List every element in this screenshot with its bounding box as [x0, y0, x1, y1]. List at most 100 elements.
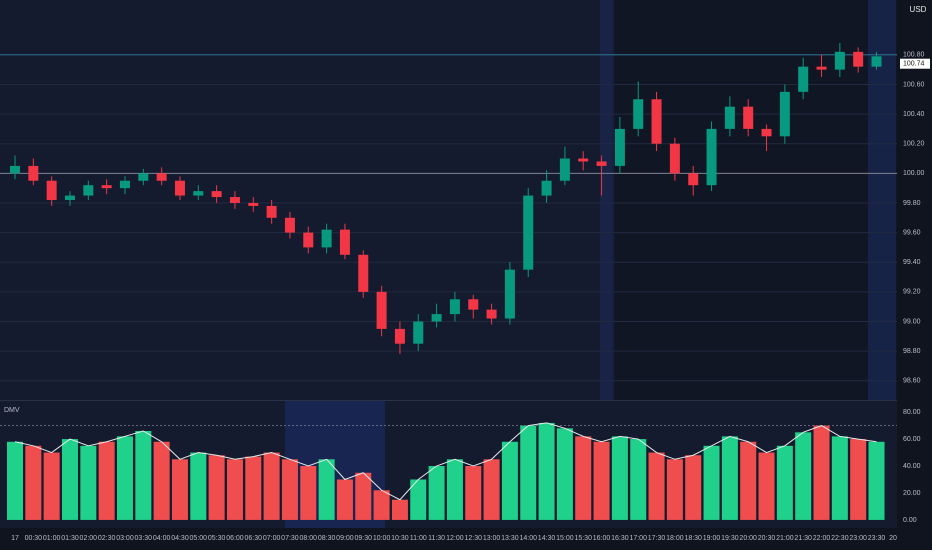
x-end-label: 20: [889, 535, 897, 542]
indicator-bar: [336, 479, 353, 520]
candle-body: [46, 180, 57, 200]
y-tick-label: 100.20: [903, 141, 925, 148]
indicator-bar: [575, 436, 592, 520]
x-tick-label: 04:30: [171, 535, 189, 542]
x-tick-label: 15:00: [556, 535, 574, 542]
x-tick-label: 13:30: [501, 535, 519, 542]
indicator-bar: [300, 466, 317, 520]
x-tick-label: 19:30: [721, 535, 739, 542]
x-tick-label: 06:30: [245, 535, 263, 542]
x-tick-label: 14:30: [538, 535, 556, 542]
y-tick-label: 100.80: [903, 52, 925, 59]
indicator-bar: [226, 459, 243, 520]
indicator-bar: [776, 445, 793, 520]
candle-body: [614, 128, 625, 166]
last-price-label: 100.74: [903, 61, 925, 68]
candle-body: [578, 158, 589, 162]
indicator-bar: [208, 455, 225, 520]
indicator-bar: [135, 430, 152, 520]
x-tick-label: 08:00: [300, 535, 318, 542]
candle-body: [761, 128, 772, 137]
indicator-bar: [721, 436, 738, 520]
session-shade: [612, 0, 897, 400]
candle-body: [193, 191, 204, 196]
candle-body: [266, 205, 277, 218]
candle-body: [248, 202, 259, 206]
indicator-bar: [43, 452, 60, 520]
candle-body: [156, 173, 167, 181]
pane-divider: [0, 400, 897, 401]
candle-body: [596, 161, 607, 166]
x-tick-label: 05:30: [208, 535, 226, 542]
indicator-bar: [318, 459, 335, 520]
indicator-bar: [630, 439, 647, 520]
candle-body: [504, 269, 515, 319]
candle-body: [284, 217, 295, 233]
y-tick-label: 99.00: [903, 318, 921, 325]
indicator-bar: [80, 445, 97, 520]
indicator-bar: [758, 452, 775, 520]
x-tick-label: 07:30: [281, 535, 299, 542]
candle-body: [83, 185, 94, 196]
x-tick-label: 12:00: [446, 535, 464, 542]
price-axis: [897, 0, 932, 550]
indicator-bar: [245, 456, 262, 520]
indicator-bar: [666, 459, 683, 520]
x-tick-label: 22:00: [813, 535, 831, 542]
candle-body: [724, 106, 735, 129]
x-tick-label: 00:30: [25, 535, 43, 542]
indicator-bar: [593, 441, 610, 520]
y-tick-label: 100.40: [903, 111, 925, 118]
candle-body: [211, 191, 222, 198]
x-tick-label: 20:00: [739, 535, 757, 542]
indicator-bar: [428, 466, 445, 520]
candle-body: [669, 143, 680, 174]
indicator-outline: [14, 422, 877, 501]
y-tick-label: 60.00: [903, 436, 921, 443]
x-tick-label: 10:30: [391, 535, 409, 542]
x-tick-label: 18:30: [684, 535, 702, 542]
candle-body: [523, 195, 534, 270]
y-tick-label: 0.00: [903, 517, 917, 524]
x-tick-label: 09:30: [355, 535, 373, 542]
y-tick-label: 100.60: [903, 81, 925, 88]
indicator-bar: [7, 441, 23, 520]
candle-body: [10, 165, 20, 174]
currency: USD: [910, 5, 927, 14]
y-tick-label: 99.20: [903, 289, 921, 296]
indicator-bar: [648, 452, 665, 520]
indicator-title: DMV: [4, 407, 20, 414]
candle-body: [64, 195, 75, 200]
candle-body: [798, 66, 809, 92]
x-tick-label: 01:00: [43, 535, 61, 542]
x-tick-label: 23:30: [868, 535, 886, 542]
candle-body: [413, 321, 424, 344]
indicator-bar: [391, 499, 408, 520]
x-tick-label: 08:30: [318, 535, 336, 542]
indicator-bar: [25, 445, 42, 520]
candle-body: [633, 99, 644, 129]
indicator-bar: [850, 439, 867, 520]
candle-body: [138, 173, 149, 181]
x-tick-label: 17:00: [629, 535, 647, 542]
candle-body: [449, 299, 460, 315]
candle-body: [853, 51, 864, 67]
y-tick-label: 80.00: [903, 409, 921, 416]
candle-body: [871, 56, 882, 67]
candle-body: [431, 314, 442, 322]
candle-body: [486, 309, 497, 319]
x-tick-label: 19:00: [703, 535, 721, 542]
indicator-bar: [465, 466, 482, 520]
x-tick-label: 02:30: [98, 535, 116, 542]
x-tick-label: 21:00: [776, 535, 794, 542]
indicator-bar: [281, 459, 298, 520]
session-band: [600, 0, 614, 400]
candle-body: [816, 66, 827, 70]
candle-body: [688, 173, 699, 186]
indicator-bar: [611, 436, 628, 520]
candle-body: [303, 232, 314, 248]
indicator-bar: [171, 459, 188, 520]
candle-body: [779, 91, 790, 137]
y-tick-label: 98.80: [903, 348, 921, 355]
